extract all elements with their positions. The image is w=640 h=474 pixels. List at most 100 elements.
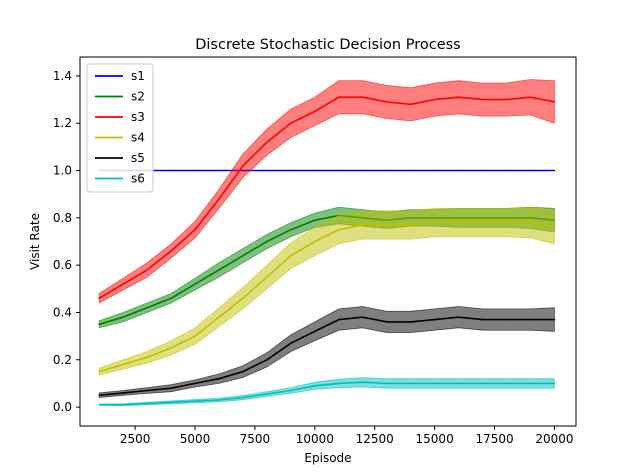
series-s3-point <box>314 110 316 113</box>
series-s6-point <box>218 399 220 401</box>
series-s1-point <box>338 169 340 172</box>
legend-label: s3 <box>131 110 145 124</box>
series-s6-point <box>314 385 316 387</box>
legend-label: s5 <box>131 151 145 165</box>
series-s6-point <box>290 389 292 392</box>
series-s1-point <box>505 169 508 172</box>
series-s6-point <box>170 401 172 404</box>
x-tick-label: 20000 <box>535 432 573 446</box>
series-s5-point <box>218 377 220 380</box>
series-s5-point <box>457 316 460 319</box>
series-s5-point <box>266 359 268 361</box>
series-s6-point <box>529 382 532 385</box>
series-s1-point <box>409 169 412 172</box>
chart-title: Discrete Stochastic Decision Process <box>195 37 461 53</box>
legend-item-s5: s5 <box>95 151 145 165</box>
series-s5-point <box>338 318 340 321</box>
series-s3 <box>98 79 556 304</box>
series-s4-point <box>314 240 316 243</box>
y-tick-label: 1.2 <box>53 116 72 130</box>
series-s5 <box>98 306 556 399</box>
x-tick-label: 17500 <box>475 432 513 446</box>
series-s4-point <box>385 224 388 226</box>
series-s4-point <box>409 224 412 226</box>
series-s5-point <box>505 318 508 321</box>
series-s6-point <box>481 382 484 385</box>
series-s3-point <box>481 98 484 101</box>
series-s5-point <box>122 392 124 394</box>
series-s3-point <box>218 198 220 200</box>
series-s5-point <box>529 318 532 321</box>
legend-label: s4 <box>131 131 145 145</box>
series-s4-point <box>290 254 292 257</box>
series-s6-point <box>338 382 340 385</box>
series-s2-point <box>290 228 292 231</box>
series-s1-point <box>385 169 388 172</box>
series-s3-point <box>505 98 508 101</box>
series-s3-band <box>98 79 555 304</box>
series-s1-point <box>553 169 556 172</box>
series-s6-point <box>146 402 148 405</box>
series-s3-line <box>98 96 555 299</box>
series-s5-point <box>242 370 244 373</box>
series-s6-point <box>122 403 124 406</box>
legend-item-s2: s2 <box>95 90 145 104</box>
x-tick-label: 10000 <box>296 432 334 446</box>
x-axis-label: Episode <box>304 451 351 465</box>
y-tick-label: 0.6 <box>53 258 72 272</box>
series-s4-point <box>553 226 556 229</box>
x-tick-label: 15000 <box>416 432 454 446</box>
series-s3-point <box>433 98 436 101</box>
series-s6 <box>98 377 556 407</box>
series-s1-point <box>529 169 532 172</box>
series-s3-point <box>242 165 244 167</box>
series-s1-point <box>314 169 316 172</box>
legend-label: s1 <box>131 69 145 83</box>
series-s2-point <box>194 283 196 285</box>
series-s4-point <box>146 356 148 359</box>
x-tick-label: 12500 <box>356 432 394 446</box>
legend-item-s4: s4 <box>95 131 145 145</box>
series-s5-point <box>361 316 364 319</box>
series-s3-point <box>361 96 364 98</box>
y-axis-label: Visit Rate <box>28 213 42 270</box>
series-s6-band <box>98 377 555 407</box>
series-s1-point <box>361 169 364 172</box>
series-s5-point <box>194 382 196 385</box>
series-s3-point <box>385 101 388 103</box>
series-s5-line <box>99 316 555 397</box>
series-s3-point <box>170 250 172 252</box>
series-s4-line <box>98 221 555 373</box>
series-s1-point <box>194 169 196 172</box>
series-s3-point <box>338 96 340 98</box>
series-s5-point <box>385 321 388 323</box>
series-s6-point <box>361 381 364 384</box>
series-s3-point <box>290 122 292 124</box>
series-s3-point <box>146 269 148 271</box>
series-s4-point <box>98 370 100 373</box>
series-s6-point <box>98 403 100 406</box>
y-tick-label: 0.8 <box>53 211 72 225</box>
y-tick-label: 1.0 <box>53 164 72 178</box>
series-s5-point <box>290 342 292 345</box>
series-s4-point <box>361 224 364 226</box>
series-s6-point <box>266 393 268 395</box>
series-s1 <box>98 169 556 172</box>
y-tick-label: 0.0 <box>53 400 72 414</box>
series-s4-point <box>170 347 172 349</box>
series-s2-point <box>218 269 220 271</box>
series-s1-point <box>170 169 172 172</box>
series-s2-point <box>266 240 268 243</box>
series-s6-point <box>457 382 460 385</box>
series-s5-point <box>98 394 100 397</box>
series-s5-point <box>553 318 556 321</box>
series-s2-point <box>122 316 124 319</box>
series-s4-point <box>242 297 244 300</box>
series-s3-point <box>553 101 556 103</box>
series-s4-point <box>266 276 268 278</box>
series-s5-point <box>409 321 412 323</box>
series-s1-point <box>481 169 484 172</box>
series-s4-point <box>338 228 340 231</box>
series-s1-point <box>218 169 220 172</box>
